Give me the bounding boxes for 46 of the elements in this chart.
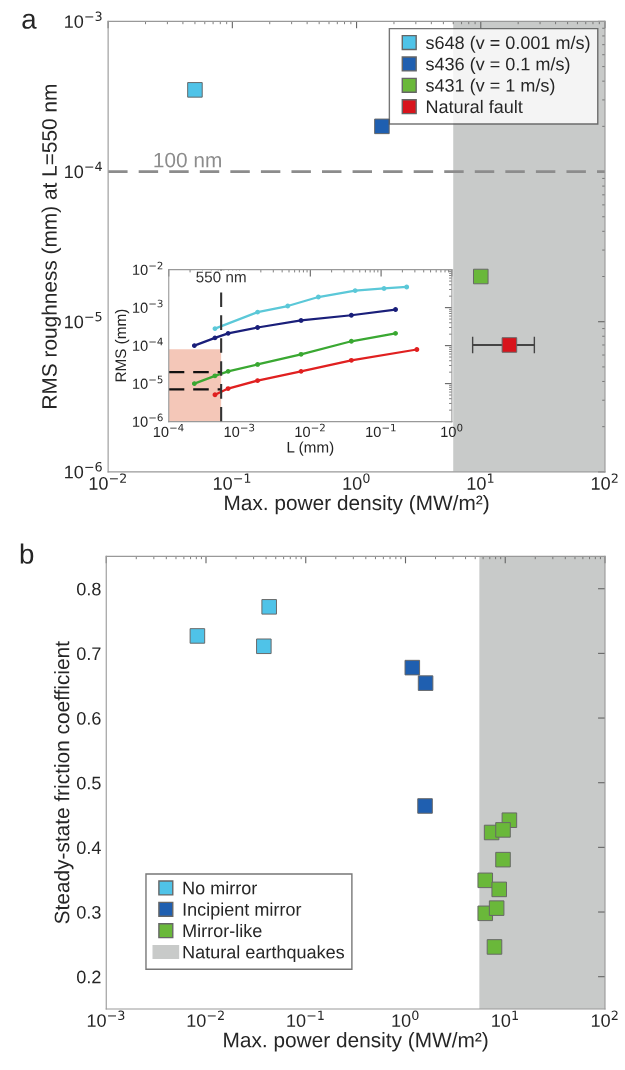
x-tick-label: 10$^{0}$ [343, 473, 370, 490]
y-tick-label: 0.7 [77, 647, 101, 661]
x-axis-title: Max. power density (MW/m²) [224, 1032, 488, 1052]
y-tick-label: 10$^{−4}$ [133, 337, 163, 351]
text: b [20, 543, 34, 564]
ref-line-label: 550 nm [196, 271, 246, 283]
x-tick-label: 10$^{−1}$ [366, 423, 396, 438]
x-tick-label: 10$^{0}$ [441, 423, 463, 438]
legend-label: Mirror-like [183, 923, 262, 938]
legend-label: s436 (v = 0.1 m/s) [425, 57, 570, 75]
legend-label: Natural earthquakes [183, 945, 345, 963]
x-tick-label: 10$^{0}$ [392, 1010, 419, 1027]
ref-line-label: 100 nm [154, 152, 221, 168]
legend-label: s648 (v = 0.001 m/s) [425, 35, 590, 53]
y-tick-label: 0.6 [77, 711, 101, 725]
y-axis-title: RMS roughness (mm) at L=550 nm [41, 85, 61, 408]
legend-label: No mirror [183, 881, 258, 895]
x-tick-label: 10$^{−2}$ [89, 473, 126, 490]
legend-label: Incipient mirror [183, 902, 302, 920]
y-tick-label: 10$^{−5}$ [65, 312, 102, 329]
y-tick-label: 0.5 [77, 776, 101, 790]
y-tick-label: 0.4 [77, 841, 101, 855]
y-axis-title: RMS (mm) [114, 309, 130, 382]
y-tick-label: 0.2 [77, 970, 101, 984]
x-tick-label: 10$^{−1}$ [213, 473, 251, 490]
x-tick-label: 10$^{−1}$ [287, 1010, 324, 1028]
y-tick-label: 0.8 [77, 582, 101, 596]
y-tick-label: 10$^{−5}$ [133, 375, 163, 389]
text: a [22, 13, 37, 29]
y-tick-label: 0.3 [77, 905, 101, 919]
x-tick-label: 10$^{2}$ [591, 1010, 618, 1027]
y-tick-label: 10$^{−2}$ [133, 261, 163, 275]
x-axis-title: Max. power density (MW/m²) [225, 494, 489, 515]
y-tick-label: 10$^{−3}$ [65, 11, 102, 28]
x-tick-label: 10$^{1}$ [467, 473, 494, 490]
x-tick-label: 10$^{1}$ [492, 1010, 518, 1028]
legend-label: s431 (v = 1 m/s) [425, 78, 555, 96]
y-tick-label: 10$^{−3}$ [133, 299, 163, 313]
x-tick-label: 10$^{−2}$ [295, 423, 325, 438]
y-tick-label: 10$^{−4}$ [65, 161, 102, 179]
y-axis-title: Steady-state friction coefficient [54, 641, 74, 924]
x-tick-label: 10$^{−3}$ [224, 423, 255, 438]
x-tick-label: 10$^{−2}$ [187, 1010, 224, 1027]
legend-label: Natural fault [426, 99, 523, 114]
x-tick-label: 10$^{2}$ [591, 473, 618, 490]
x-axis-title: L (mm) [287, 441, 334, 456]
